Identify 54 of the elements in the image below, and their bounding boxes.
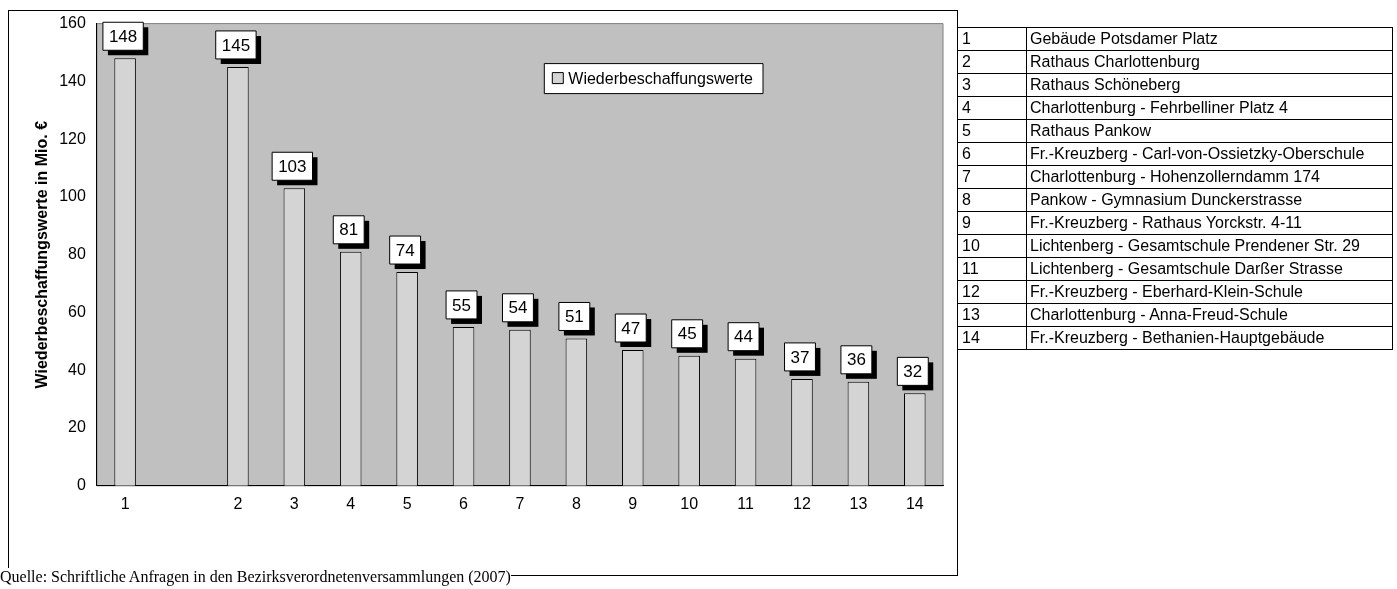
text: 5 Rathaus Pankow [958, 120, 1392, 143]
x-tick-label: 12 [793, 494, 811, 512]
x-tick-label: 11 [737, 494, 754, 512]
data-label: 36 [846, 350, 866, 370]
text: 10 Lichtenberg - Gesamtschule Prendener Str. 29 [958, 235, 1392, 258]
data-label: 47 [621, 318, 641, 338]
data-label: 54 [508, 298, 528, 318]
x-tick-label: 4 [346, 494, 356, 512]
data-label: 45 [677, 324, 697, 344]
text: 3 Rathaus Schöneberg [958, 74, 1392, 97]
data-label: 74 [395, 240, 415, 260]
y-tick-label: 120 [59, 129, 86, 147]
y-tick-label: 80 [68, 245, 86, 263]
text: 12 Fr.-Kreuzberg - Eberhard-Klein-Schule [958, 281, 1392, 304]
text: 8 Pankow - Gymnasium Dunckerstrasse [958, 189, 1392, 212]
text: 4 Charlottenburg - Fehrbelliner Platz 4 [958, 97, 1392, 120]
x-tick-label: 5 [402, 494, 412, 512]
y-tick-label: 40 [68, 360, 86, 378]
y-tick-label: 20 [68, 418, 86, 436]
text: 7 Charlottenburg - Hohenzollerndamm 174 [958, 166, 1392, 189]
y-tick-label: 100 [59, 187, 86, 205]
y-tick-label: 140 [59, 71, 86, 89]
data-label: 55 [452, 295, 471, 315]
y-axis-title: Wiederbeschaffungswerte in Mio. € [33, 120, 51, 389]
data-label: 44 [734, 327, 754, 347]
text: 2 Rathaus Charlottenburg [958, 51, 1392, 74]
legend-label: Wiederbeschaffungswerte [568, 70, 754, 88]
text: 6 Fr.-Kreuzberg - Carl-von-Ossietzky-Oberschule [958, 143, 1392, 166]
y-tick-label: 60 [68, 302, 86, 320]
text: 1 Gebäude Potsdamer Platz [958, 28, 1392, 51]
x-tick-label: 13 [849, 494, 868, 512]
x-tick-label: 1 [120, 494, 130, 512]
source-note: Quelle: Schriftliche Anfragen in den Bezirksverordnetenversammlungen (2007) [0, 568, 511, 586]
data-label: 51 [564, 307, 584, 327]
x-tick-label: 8 [571, 494, 581, 512]
x-tick-label: 3 [289, 494, 299, 512]
data-label: 81 [339, 220, 359, 240]
x-tick-label: 7 [515, 494, 525, 512]
y-tick-label: 160 [59, 14, 86, 32]
data-label: 103 [278, 156, 307, 176]
text: 11 Lichtenberg - Gesamtschule Darßer Strasse [958, 258, 1392, 281]
x-tick-label: 10 [680, 494, 699, 512]
x-tick-label: 2 [233, 494, 243, 512]
x-tick-label: 9 [628, 494, 638, 512]
text: 13 Charlottenburg - Anna-Freud-Schule [958, 304, 1392, 327]
x-tick-label: 6 [459, 494, 469, 512]
data-label: 32 [903, 362, 923, 382]
text: 9 Fr.-Kreuzberg - Rathaus Yorckstr. 4-11 [958, 212, 1392, 235]
x-tick-label: 14 [905, 494, 924, 512]
text: 14 Fr.-Kreuzberg - Bethanien-Hauptgebäude [958, 327, 1392, 350]
data-label: 145 [221, 35, 251, 55]
y-tick-label: 0 [76, 476, 86, 494]
data-label: 37 [790, 347, 810, 367]
data-label: 148 [108, 26, 138, 46]
